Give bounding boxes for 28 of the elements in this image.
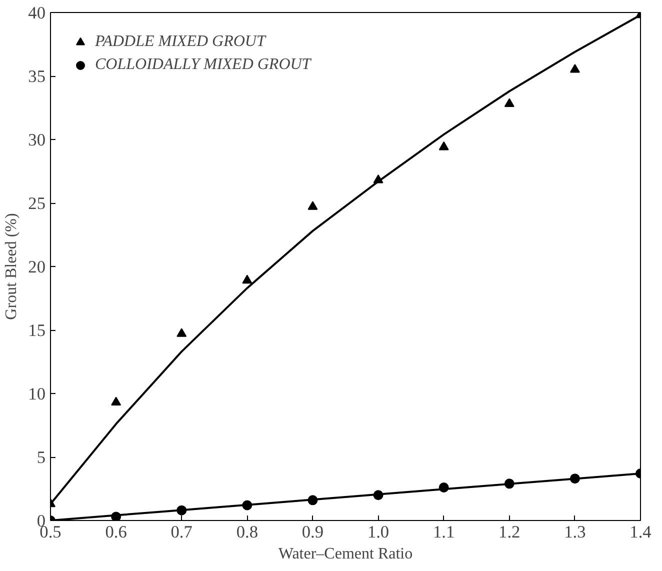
- y-tick-label: 35: [28, 67, 46, 86]
- x-axis-title: Water–Cement Ratio: [278, 546, 413, 562]
- y-tick-label: 5: [36, 448, 46, 467]
- x-tick-label: 1.4: [630, 522, 652, 542]
- legend-label: PADDLE MIXED GROUT: [95, 33, 266, 51]
- point: [570, 64, 580, 73]
- point: [438, 141, 449, 150]
- y-tick-label: 10: [28, 384, 46, 404]
- x-tick-label: 1.1: [433, 522, 455, 542]
- x-tick-label: 0.8: [236, 522, 258, 542]
- point: [308, 201, 318, 210]
- point: [504, 98, 514, 108]
- y-tick-label: 20: [28, 258, 46, 276]
- y-tick-label: 40: [28, 4, 46, 22]
- x-tick-label: 0.6: [105, 522, 128, 542]
- y-tick-label: 30: [28, 130, 46, 150]
- x-tick-label: 0.7: [170, 522, 193, 542]
- x-tick-label: 1.2: [498, 522, 520, 542]
- y-tick-label: 15: [28, 321, 46, 340]
- x-tick-label: 0.9: [302, 522, 324, 542]
- point: [111, 396, 122, 406]
- point: [176, 328, 187, 337]
- x-tick-label: 1.0: [367, 522, 390, 542]
- legend-label: COLLOIDALLY MIXED GROUT: [95, 56, 311, 74]
- y-axis-title: Grout Bleed (%): [3, 213, 20, 320]
- y-tick-label: 25: [28, 194, 46, 213]
- x-tick-label: 1.3: [564, 522, 586, 542]
- point: [242, 274, 252, 284]
